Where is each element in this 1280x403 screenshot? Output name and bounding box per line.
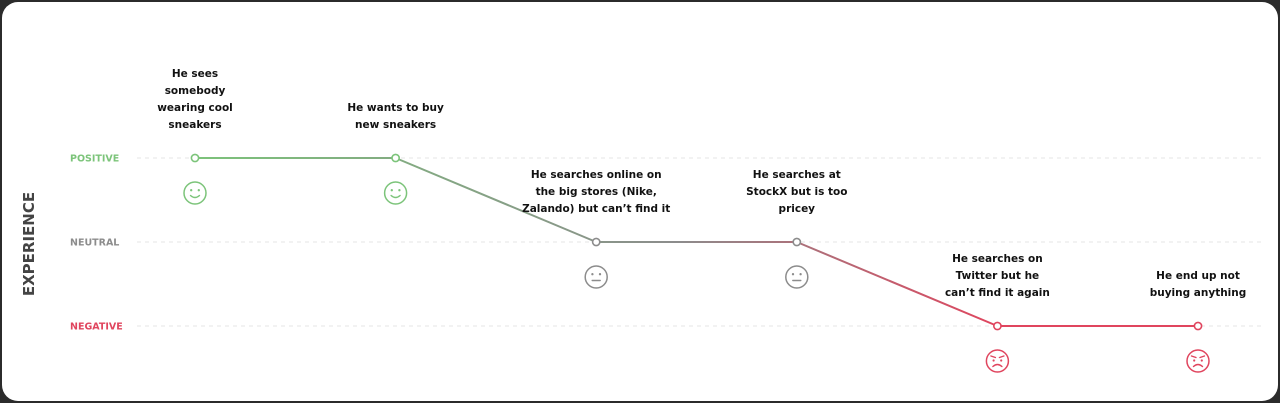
step-4-label-line: StockX but is too bbox=[746, 186, 847, 198]
step-3-label-line: the big stores (Nike, bbox=[536, 186, 657, 198]
neutral-face-icon bbox=[584, 265, 608, 289]
step-3-label-line: Zalando) but can’t find it bbox=[522, 203, 670, 215]
data-point-5 bbox=[993, 321, 1002, 331]
step-1-label-line: wearing cool bbox=[157, 102, 233, 114]
step-4-label-line: He searches at bbox=[753, 169, 841, 181]
step-5-label-line: Twitter but he bbox=[956, 270, 1040, 282]
happy-face-icon bbox=[383, 181, 408, 205]
journey-line bbox=[195, 157, 1198, 327]
data-point-3 bbox=[591, 237, 601, 247]
sad-face-icon bbox=[1186, 349, 1210, 373]
step-5-label-line: He searches on bbox=[952, 253, 1043, 265]
sad-face-icon bbox=[985, 349, 1010, 373]
neutral-face-icon bbox=[785, 265, 809, 289]
data-point-2 bbox=[391, 153, 400, 163]
step-6-label-line: buying anything bbox=[1150, 287, 1247, 299]
step-3-label-line: He searches online on bbox=[531, 169, 662, 181]
happy-face-icon bbox=[183, 181, 207, 205]
data-point-4 bbox=[792, 237, 802, 247]
data-point-1 bbox=[190, 153, 200, 163]
step-2-label-line: He wants to buy bbox=[347, 102, 444, 114]
y-level-label-positive: POSITIVE bbox=[70, 154, 119, 165]
y-axis-title: EXPERIENCE bbox=[20, 192, 38, 296]
y-level-label-neutral: NEUTRAL bbox=[70, 238, 119, 249]
data-point-6 bbox=[1193, 321, 1203, 331]
step-4-label-line: pricey bbox=[779, 203, 816, 215]
step-6-label-line: He end up not bbox=[1156, 270, 1240, 282]
step-1-label-line: sneakers bbox=[168, 119, 221, 131]
step-5-label-line: can’t find it again bbox=[945, 287, 1050, 299]
step-2-label-line: new sneakers bbox=[355, 119, 436, 131]
step-1-label-line: somebody bbox=[165, 85, 226, 97]
y-level-label-negative: NEGATIVE bbox=[70, 322, 123, 333]
step-1-label-line: He sees bbox=[172, 68, 218, 80]
